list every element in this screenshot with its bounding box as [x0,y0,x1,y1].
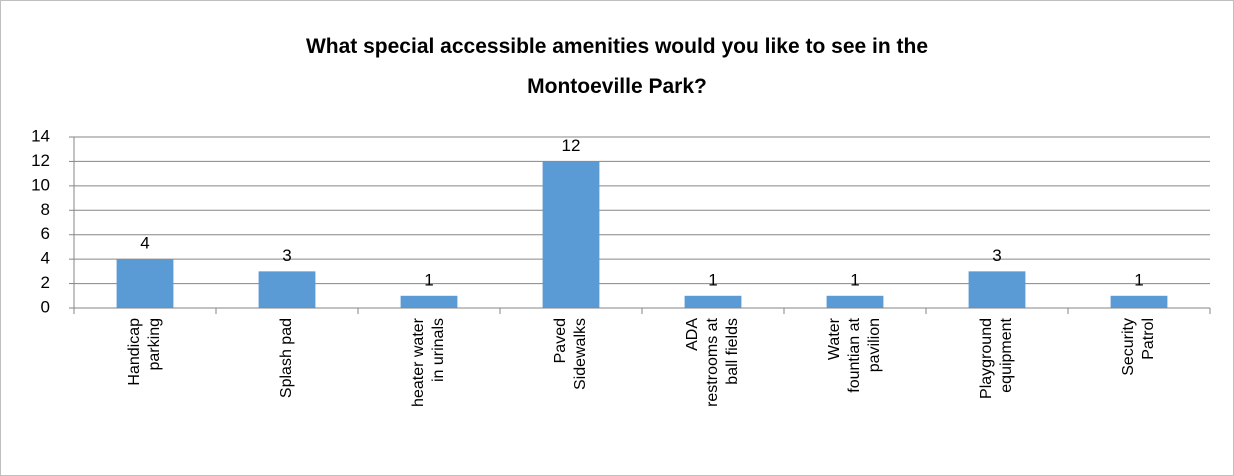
bar [542,161,600,308]
x-tick-label: Paved Sidewalks [552,318,589,390]
x-tick-label: Splash pad [278,318,295,398]
y-tick-label: 4 [41,249,50,268]
y-tick-label: 6 [41,224,50,243]
x-tick-label: heater water in urinals [410,317,447,407]
x-tick-label: Water fountian at pavilion [826,317,883,392]
data-label: 12 [562,136,581,155]
bar [1110,295,1168,308]
data-label: 1 [1134,270,1143,289]
bar [258,271,316,308]
x-tick-label: Handicap parking [126,318,163,386]
data-label: 1 [708,270,717,289]
bar [826,295,884,308]
y-tick-label: 14 [31,126,50,145]
data-label: 3 [992,246,1001,265]
data-label: 3 [282,246,291,265]
y-tick-label: 0 [41,297,50,316]
bar [684,295,742,308]
y-tick-label: 12 [31,151,50,170]
bar [400,295,458,308]
data-label: 4 [140,234,149,253]
y-tick-label: 10 [31,175,50,194]
chart-title: What special accessible amenities would … [306,35,928,98]
bar [968,271,1026,308]
bar [116,259,174,308]
data-label: 1 [424,270,433,289]
x-tick-label: Security Patrol [1120,318,1157,376]
data-label: 1 [850,270,859,289]
y-tick-label: 2 [41,273,50,292]
y-tick-label: 8 [41,200,50,219]
x-tick-label: ADA restrooms at ball fields [684,317,741,406]
x-tick-label: Playground equipment [978,317,1015,399]
